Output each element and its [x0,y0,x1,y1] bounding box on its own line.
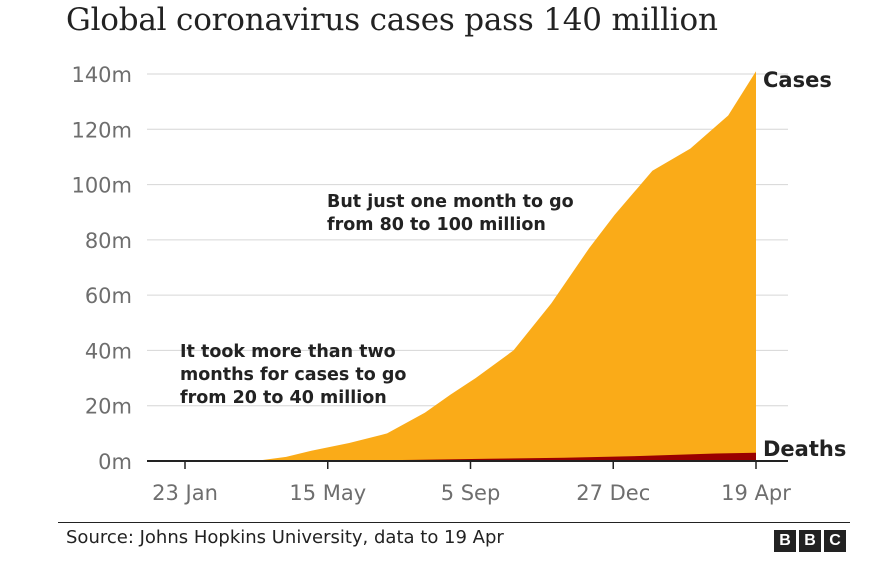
series-label-deaths: Deaths [763,437,846,461]
y-tick-label: 120m [71,118,132,142]
source-note: Source: Johns Hopkins University, data t… [66,527,504,548]
bbc-logo: B B C [774,530,846,552]
gridlines [147,73,788,407]
area-cases [185,71,756,461]
x-tick-label: 23 Jan [152,481,218,505]
y-tick-label: 100m [71,174,132,198]
annotations: But just one month to go from 80 to 100 m… [180,192,574,408]
annotation-line: But just one month to go [327,192,574,212]
y-tick-label: 60m [85,284,132,308]
y-tick-label: 80m [85,229,132,253]
bbc-logo-letter: B [799,530,821,552]
x-axis: 23 Jan 15 May 5 Sep 27 Dec 19 Apr [147,460,791,505]
bbc-logo-letter: B [774,530,796,552]
x-tick-label: 15 May [289,481,366,505]
area-deaths [185,452,756,461]
y-tick-label: 140m [71,63,132,87]
y-tick-label: 40m [85,339,132,363]
y-axis: 0m 20m 40m 60m 80m 100m 120m 140m [71,63,132,474]
series-label-cases: Cases [763,68,832,92]
x-tick-label: 27 Dec [576,481,650,505]
annotation-line: from 20 to 40 million [180,388,387,408]
annotation-line: It took more than two [180,342,396,362]
area-series [185,71,756,461]
x-tick-label: 19 Apr [721,481,791,505]
bbc-logo-letter: C [824,530,846,552]
y-tick-label: 20m [85,395,132,419]
x-tick-label: 5 Sep [441,481,501,505]
y-tick-label: 0m [98,450,132,474]
annotation-line: months for cases to go [180,365,406,385]
chart-title: Global coronavirus cases pass 140 millio… [66,2,718,38]
footer-rule [58,522,850,523]
annotation-line: from 80 to 100 million [327,215,546,235]
series-labels: Cases Deaths [763,68,846,461]
chart: 0m 20m 40m 60m 80m 100m 120m 140m 23 Jan 15 May 5… [71,63,846,505]
